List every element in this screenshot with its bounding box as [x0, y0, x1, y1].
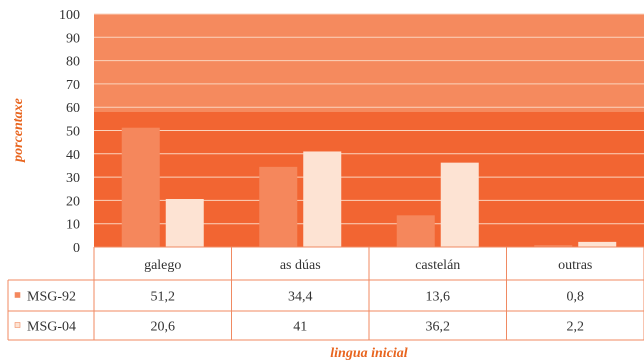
- y-tick-label: 80: [66, 55, 80, 70]
- y-tick-label: 50: [66, 125, 80, 140]
- data-label: 13,6: [426, 290, 451, 305]
- data-label: 34,4: [288, 290, 313, 305]
- data-label: 51,2: [151, 290, 176, 305]
- category-label: outras: [558, 258, 592, 273]
- category-label: as dúas: [280, 258, 321, 273]
- y-tick-label: 100: [59, 8, 80, 23]
- y-tick-label: 70: [66, 78, 80, 93]
- data-label: 41: [293, 320, 307, 335]
- legend-swatch: [14, 322, 21, 328]
- bar-msg-92: [534, 245, 573, 247]
- bar-msg-92: [121, 127, 160, 247]
- bar-msg-92: [259, 166, 298, 247]
- y-tick-label: 60: [66, 101, 80, 116]
- data-label: 0,8: [567, 290, 585, 305]
- bar-msg-04: [165, 199, 204, 247]
- bars: [121, 127, 617, 247]
- bar-msg-04: [440, 162, 479, 247]
- x-axis-label: lingua inicial: [330, 346, 408, 361]
- bar-msg-92: [396, 215, 435, 247]
- legend-swatch: [14, 292, 21, 298]
- y-tick-label: 90: [66, 31, 80, 46]
- legend-entry: MSG-92: [27, 290, 76, 305]
- y-tick-label: 30: [66, 171, 80, 186]
- y-tick-label: 40: [66, 148, 80, 163]
- y-tick-label: 0: [73, 241, 80, 256]
- y-axis-label: porcentaxe: [11, 98, 26, 163]
- category-label: castelán: [415, 258, 460, 273]
- legend-entry: MSG-04: [27, 320, 76, 335]
- category-label: galego: [144, 258, 181, 273]
- data-table: galego as dúas castelán outras MSG-92 51,2 34,…: [7, 246, 644, 341]
- data-label: 2,2: [567, 320, 585, 335]
- data-label: 20,6: [151, 320, 176, 335]
- y-tick-label: 10: [66, 218, 80, 233]
- data-label: 36,2: [426, 320, 451, 335]
- y-tick-label: 20: [66, 194, 80, 209]
- y-axis-ticks: 0 10 20 30 40 50 60 70 80 90 100: [59, 8, 80, 256]
- bar-msg-04: [303, 151, 342, 247]
- bar-msg-04: [578, 241, 617, 247]
